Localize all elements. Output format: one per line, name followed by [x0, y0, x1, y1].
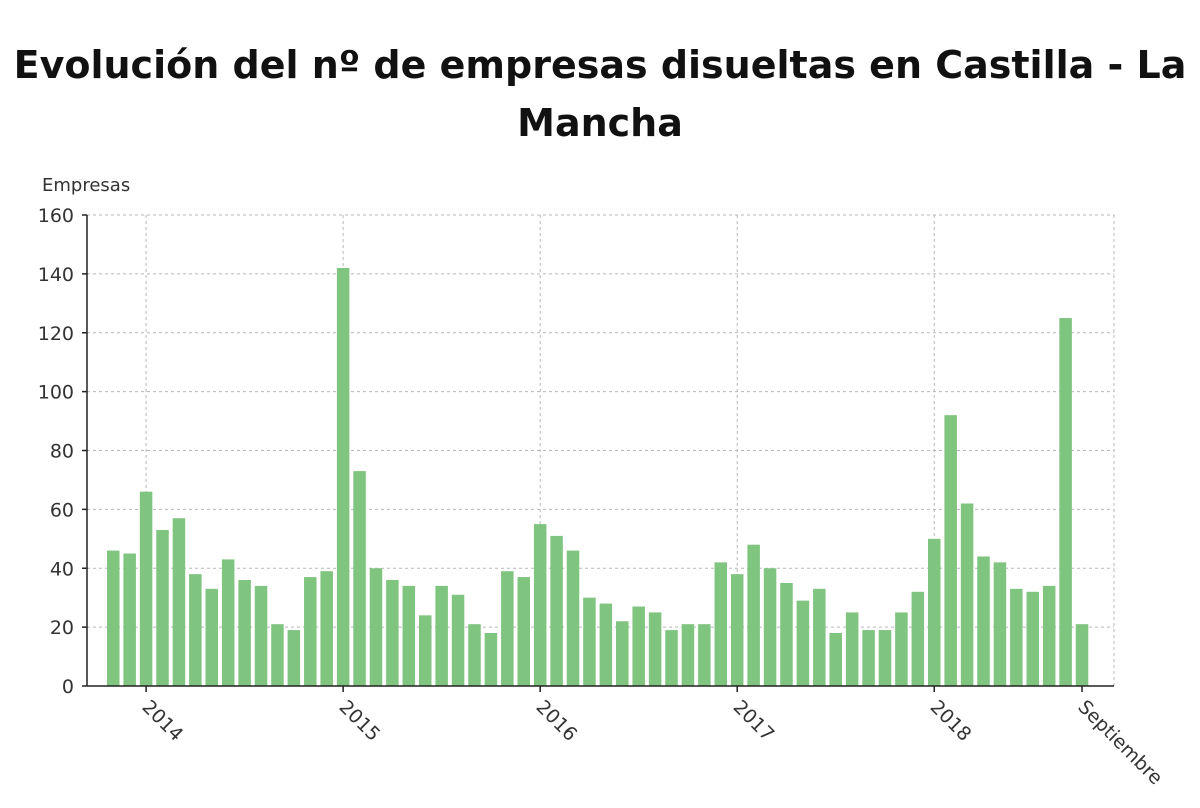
- bar: [862, 630, 875, 686]
- bar: [895, 612, 908, 686]
- bar: [878, 630, 892, 686]
- bar: [287, 630, 301, 686]
- bar: [566, 550, 580, 686]
- bar: [418, 615, 432, 686]
- bar: [977, 556, 990, 686]
- bar: [648, 612, 662, 686]
- bar: [599, 603, 613, 686]
- y-tick-label: 140: [38, 264, 74, 286]
- bar: [993, 562, 1007, 686]
- bar: [435, 585, 448, 686]
- bar: [1075, 624, 1089, 686]
- bar: [205, 588, 219, 686]
- bar: [123, 553, 136, 686]
- bar: [221, 559, 235, 686]
- bar: [1042, 585, 1056, 686]
- y-axis-label: Empresas: [42, 175, 130, 196]
- bar: [353, 471, 366, 686]
- y-tick-label: 40: [50, 558, 74, 580]
- bar: [402, 585, 416, 686]
- bar: [1010, 588, 1023, 686]
- bar: [845, 612, 859, 686]
- bar: [107, 550, 120, 686]
- bar: [139, 491, 153, 686]
- bar: [911, 591, 925, 686]
- x-tick-label: 2017: [729, 696, 779, 746]
- bar: [1059, 318, 1072, 686]
- bar: [813, 588, 826, 686]
- bar: [484, 633, 498, 686]
- y-tick-label: 60: [50, 499, 74, 521]
- x-tick-labels: 2014 2015 2016 2017 2018 Septiembre: [138, 696, 1167, 789]
- y-tick-labels: 0 20 40 60 80 100 120 140 160: [38, 205, 74, 698]
- bar: [172, 518, 186, 686]
- bar: [747, 544, 760, 686]
- x-tick-label: Septiembre: [1073, 696, 1166, 789]
- bar: [533, 524, 547, 686]
- bar: [944, 415, 957, 686]
- y-tick-label: 20: [50, 617, 74, 639]
- bar: [796, 600, 810, 686]
- x-tick-label: 2014: [138, 696, 188, 746]
- x-tick-label: 2018: [926, 696, 976, 746]
- bar: [665, 630, 678, 686]
- bar: [238, 580, 251, 686]
- bar: [550, 535, 563, 686]
- bar: [763, 568, 777, 686]
- bar: [304, 577, 317, 686]
- bar: [468, 624, 481, 686]
- bar: [829, 633, 842, 686]
- x-tick-label: 2016: [532, 696, 582, 746]
- axes: [82, 214, 1114, 692]
- x-tick-label: 2015: [335, 696, 385, 746]
- bar: [928, 538, 941, 686]
- bar: [1026, 591, 1040, 686]
- bar: [254, 585, 268, 686]
- bar: [698, 624, 711, 686]
- y-tick-label: 0: [62, 676, 74, 698]
- bar: [189, 574, 202, 686]
- bar: [780, 582, 793, 686]
- bar: [271, 624, 284, 686]
- bar: [517, 577, 530, 686]
- bar: [960, 503, 974, 686]
- y-tick-label: 100: [38, 382, 74, 404]
- chart-title-line-2: Mancha: [517, 101, 683, 145]
- bars: [107, 267, 1089, 686]
- bar: [320, 571, 333, 686]
- bar: [501, 571, 514, 686]
- bar: [714, 562, 728, 686]
- bar: [730, 574, 744, 686]
- y-tick-label: 160: [38, 205, 74, 227]
- bar: [369, 568, 383, 686]
- bar: [451, 594, 465, 686]
- y-tick-label: 120: [38, 323, 74, 345]
- bar: [616, 621, 629, 686]
- chart-title-line-1: Evolución del nº de empresas disueltas e…: [14, 43, 1187, 87]
- bar: [336, 267, 350, 686]
- bar: [156, 529, 169, 686]
- bar: [386, 580, 399, 686]
- bar: [681, 624, 695, 686]
- bar: [632, 606, 645, 686]
- bar: [583, 597, 596, 686]
- y-tick-label: 80: [50, 441, 74, 463]
